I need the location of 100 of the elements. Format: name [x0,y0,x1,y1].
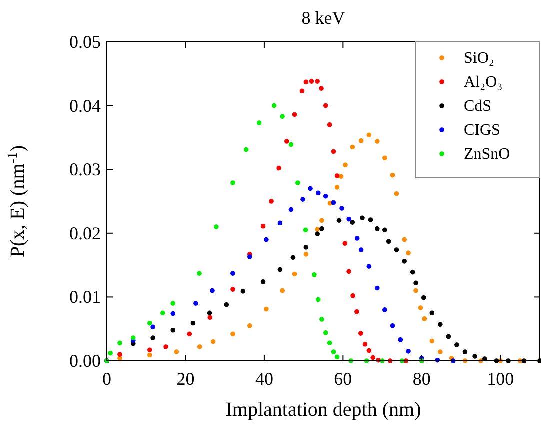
point [402,259,407,264]
point [170,328,176,333]
point [366,348,372,354]
point [148,320,152,326]
point [323,330,328,336]
point [296,180,300,186]
point [247,324,252,328]
point [390,324,396,328]
y-tick-label: 0.00 [70,351,101,371]
y-tick-label: 0.02 [70,223,101,244]
point [308,186,313,192]
legend-label: CIGS [464,122,500,139]
point [338,174,344,180]
point [406,250,411,256]
point [164,344,168,350]
point [207,310,212,316]
point [386,239,392,244]
point [194,301,198,306]
point [438,350,443,354]
x-tick-label: 20 [176,369,195,389]
point [264,306,269,312]
point [230,180,236,186]
point [320,317,324,322]
point [280,288,285,294]
point [280,114,285,120]
point [382,308,388,312]
point [454,342,460,348]
point [350,220,356,225]
y-tick-label: 0.04 [70,96,101,116]
point [320,226,324,232]
point [316,190,321,196]
point [292,112,298,118]
point [418,306,424,310]
point [446,334,452,340]
x-tick-label: 0 [102,369,112,389]
point [320,218,324,224]
legend-label: ZnSnO [464,146,510,163]
point [309,79,314,84]
point [319,86,324,91]
point [327,340,332,346]
point [256,120,262,126]
point [334,185,340,190]
point [375,226,380,232]
point [394,191,400,196]
point [300,88,305,94]
point [197,271,202,276]
point [170,311,176,316]
point [118,352,122,358]
point [346,216,352,222]
point [288,207,294,212]
point [198,344,202,350]
point [323,103,328,108]
point [422,316,428,322]
point [290,255,296,260]
point [334,174,340,178]
point [366,132,372,138]
point [394,248,400,252]
point [276,166,282,171]
point [316,297,321,302]
point [414,288,418,294]
point [130,336,136,340]
y-tick-label: 0.05 [70,32,101,52]
point [210,339,216,344]
point [358,248,364,252]
point [315,227,320,232]
point [402,237,407,242]
point [331,350,336,354]
point [350,294,356,298]
point [368,218,374,222]
point [264,237,269,242]
point [150,324,156,330]
x-tick-label: 40 [255,369,274,389]
point [366,264,372,269]
point [150,336,156,340]
point [230,332,236,337]
point [323,194,328,199]
point [358,138,364,144]
point [382,228,388,233]
point [272,103,277,108]
point [370,355,376,360]
point [247,254,252,260]
x-axis-title: Implantation depth (nm) [226,399,422,421]
point [343,162,348,168]
point [292,272,298,277]
point [230,271,236,276]
chart-title: 8 keV [302,8,346,28]
point [160,310,166,316]
point [288,142,294,148]
point [230,287,236,292]
point [327,122,332,128]
point [362,342,368,347]
point [331,200,336,206]
point [240,289,246,294]
point [340,206,344,211]
point [118,340,122,346]
point [208,315,213,320]
point [214,224,219,230]
point [187,332,192,337]
point [462,350,468,354]
point [336,218,342,224]
